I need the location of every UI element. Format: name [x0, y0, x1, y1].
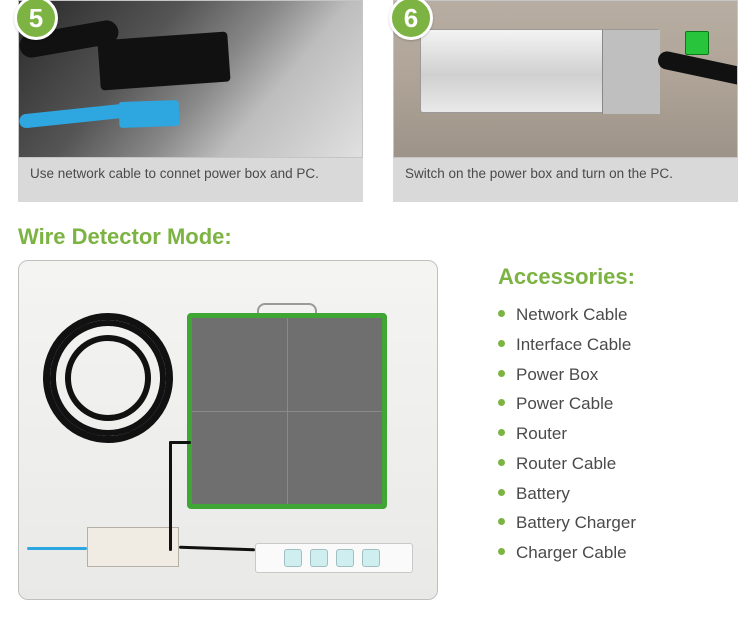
- wire-black: [179, 546, 255, 552]
- power-switch-icon: [685, 31, 709, 55]
- accessories-title: Accessories:: [498, 264, 636, 290]
- outlet-icon: [310, 549, 328, 567]
- accessory-item: Interface Cable: [498, 330, 636, 360]
- accessory-item: Battery: [498, 479, 636, 509]
- detector-panel: [187, 313, 387, 509]
- accessory-item: Battery Charger: [498, 508, 636, 538]
- step-6: 6 Switch on the power box and turn on th…: [393, 0, 738, 202]
- step-6-photo: [393, 0, 738, 158]
- power-strip: [255, 543, 413, 573]
- accessory-item: Router Cable: [498, 449, 636, 479]
- outlet-icon: [284, 549, 302, 567]
- step-5-caption: Use network cable to connet power box an…: [18, 158, 363, 202]
- accessory-item: Network Cable: [498, 300, 636, 330]
- step-6-caption: Switch on the power box and turn on the …: [393, 158, 738, 202]
- accessory-item: Charger Cable: [498, 538, 636, 568]
- step-5: 5 Use network cable to connet power box …: [18, 0, 363, 202]
- detector-handle: [257, 303, 317, 313]
- power-box-face: [602, 30, 660, 114]
- ethernet-connector: [119, 100, 180, 128]
- power-box: [420, 29, 660, 113]
- control-box: [87, 527, 179, 567]
- wire-blue: [27, 547, 87, 550]
- wire-black: [169, 441, 172, 551]
- accessory-item: Power Box: [498, 360, 636, 390]
- lower-row: Accessories: Network Cable Interface Cab…: [0, 260, 750, 600]
- steps-row: 5 Use network cable to connet power box …: [0, 0, 750, 202]
- mode-section-title: Wire Detector Mode:: [0, 202, 750, 260]
- outlet-icon: [336, 549, 354, 567]
- cable-coil-inner: [65, 335, 151, 421]
- accessory-item: Router: [498, 419, 636, 449]
- accessories-column: Accessories: Network Cable Interface Cab…: [498, 260, 636, 600]
- outlet-icon: [362, 549, 380, 567]
- wire-black: [169, 441, 191, 444]
- step-5-photo: [18, 0, 363, 158]
- accessory-item: Power Cable: [498, 389, 636, 419]
- accessories-list: Network Cable Interface Cable Power Box …: [498, 300, 636, 568]
- wire-detector-mode-photo: [18, 260, 438, 600]
- vga-connector: [97, 32, 230, 91]
